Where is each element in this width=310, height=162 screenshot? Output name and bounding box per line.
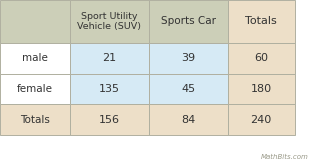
Text: 45: 45 [181, 84, 195, 94]
Text: 39: 39 [181, 53, 195, 63]
Bar [228, 43, 294, 74]
Text: 21: 21 [102, 53, 116, 63]
Bar [70, 74, 149, 104]
Bar [0, 74, 70, 104]
Bar [228, 74, 294, 104]
Bar [149, 43, 228, 74]
Text: Sports Car: Sports Car [161, 17, 216, 26]
Bar [0, 0, 70, 43]
Text: 84: 84 [181, 115, 195, 125]
Text: female: female [17, 84, 53, 94]
Text: Sport Utility
Vehicle (SUV): Sport Utility Vehicle (SUV) [77, 12, 141, 31]
Bar [70, 0, 149, 43]
Text: 156: 156 [99, 115, 120, 125]
Bar [70, 104, 149, 135]
Text: 135: 135 [99, 84, 120, 94]
Text: Totals: Totals [245, 17, 277, 26]
Text: MathBits.com: MathBits.com [261, 154, 308, 160]
Bar [149, 74, 228, 104]
Text: 180: 180 [250, 84, 272, 94]
Text: 60: 60 [254, 53, 268, 63]
Bar [149, 104, 228, 135]
Bar [228, 104, 294, 135]
Bar [0, 43, 70, 74]
Bar [70, 43, 149, 74]
Text: male: male [22, 53, 48, 63]
Bar [228, 0, 294, 43]
Text: Totals: Totals [20, 115, 50, 125]
Bar [149, 0, 228, 43]
Text: 240: 240 [250, 115, 272, 125]
Bar [0, 104, 70, 135]
